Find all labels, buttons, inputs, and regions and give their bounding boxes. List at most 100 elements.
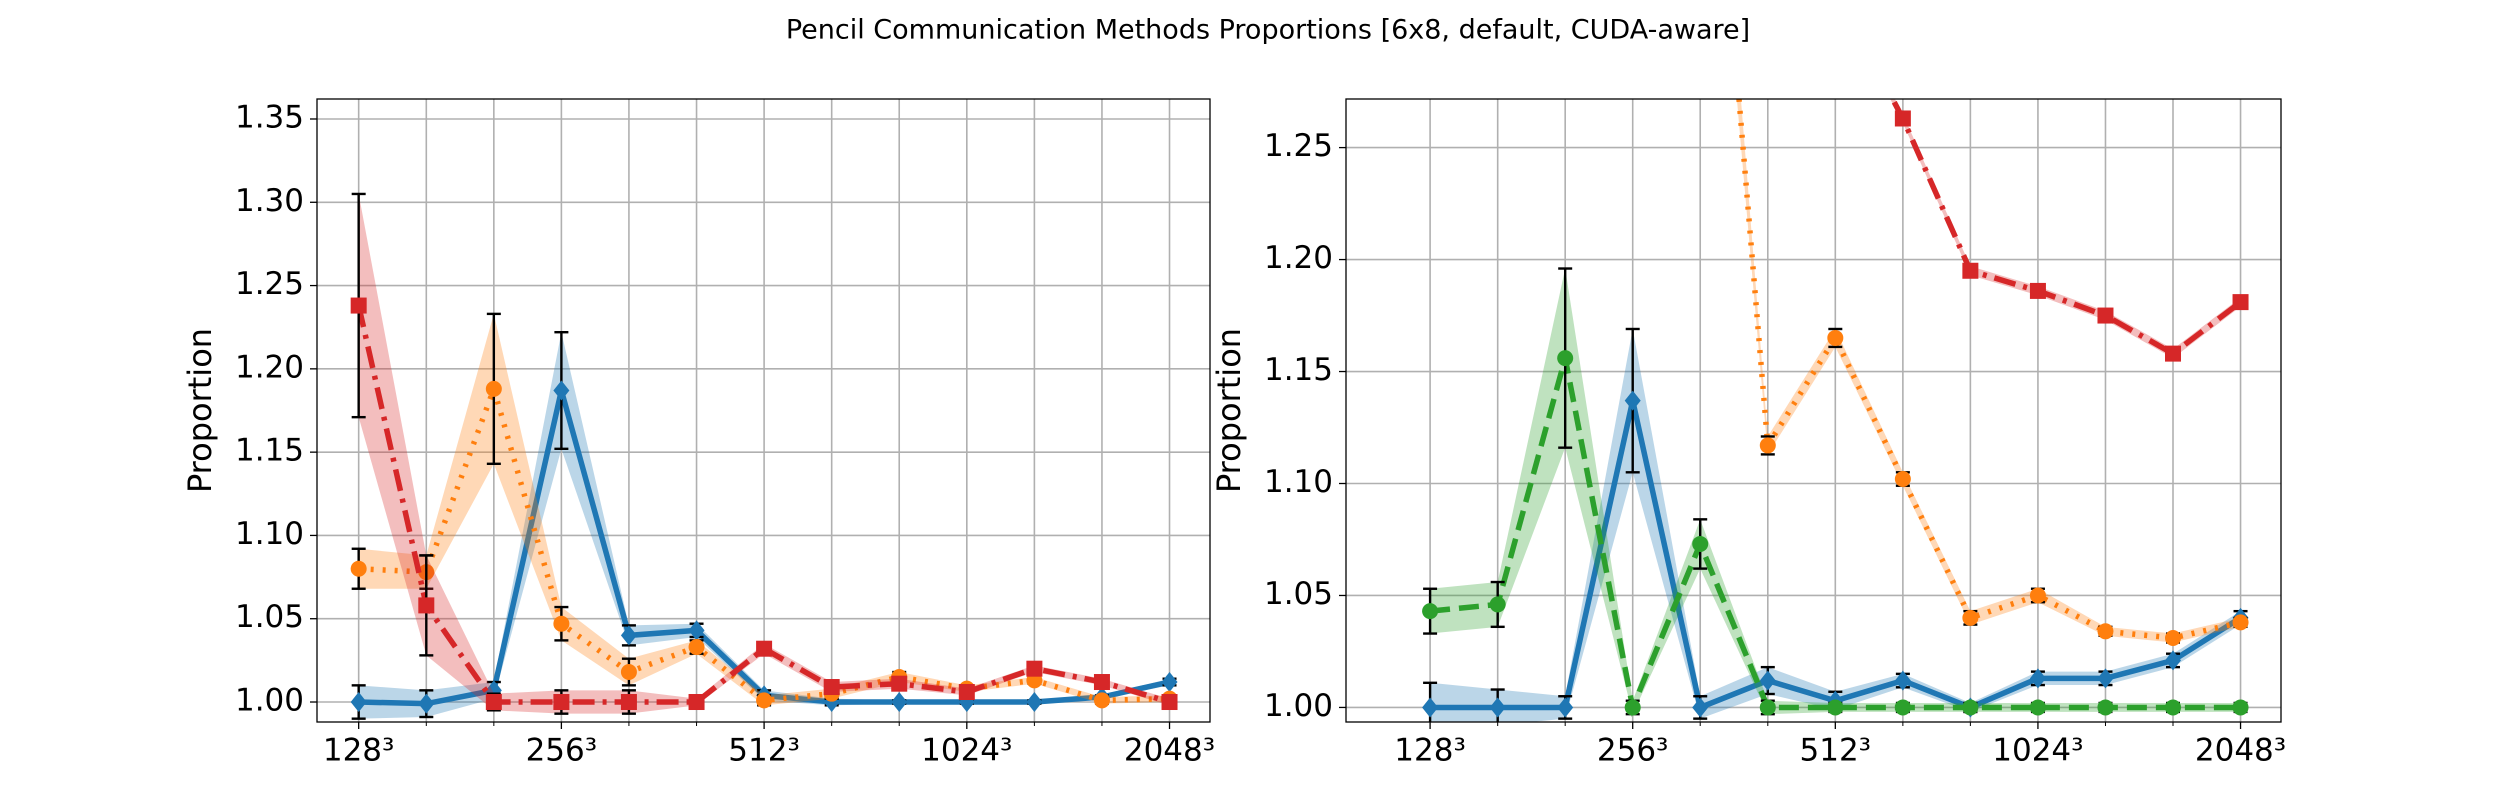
plot-area (350, 192, 1178, 720)
x-tick-label: 128³ (1394, 733, 1466, 769)
marker (620, 664, 637, 681)
marker (485, 380, 502, 397)
marker (1692, 697, 1709, 718)
marker (1624, 699, 1641, 716)
y-tick-label: 1.05 (1264, 576, 1333, 612)
marker (2097, 668, 2114, 689)
axes: 1.00 1.05 1.10 1.15 1.20 1.25 128³ 256³ 512³ 1024… (1210, 98, 2286, 769)
x-tick-label: 512³ (1800, 733, 1872, 769)
x-tick-label: 512³ (728, 733, 800, 769)
plot-area (1422, 99, 2249, 722)
marker (891, 692, 908, 713)
y-tick-label: 1.15 (1264, 352, 1333, 388)
marker (1759, 699, 1776, 716)
marker (2029, 587, 2046, 604)
marker (418, 597, 435, 614)
y-axis-label: Proportion (181, 328, 219, 493)
x-tick-label: 2048³ (1124, 733, 1215, 769)
marker (1026, 692, 1043, 713)
x-tick-label: 1024³ (921, 733, 1012, 769)
marker (2029, 668, 2046, 689)
marker (350, 297, 367, 314)
x-tick-label: 128³ (323, 733, 395, 769)
marker (1489, 596, 1506, 613)
marker (1962, 609, 1979, 626)
y-tick-label: 1.15 (235, 433, 304, 469)
marker (2232, 699, 2249, 716)
marker (823, 679, 840, 696)
marker (688, 639, 705, 656)
marker (553, 694, 570, 711)
marker (2232, 614, 2249, 631)
y-tick-label: 1.10 (1264, 464, 1333, 500)
marker (2029, 699, 2046, 716)
marker (1692, 535, 1709, 552)
marker (2232, 294, 2249, 311)
marker (620, 625, 637, 646)
marker (620, 694, 637, 711)
x-tick-label: 256³ (526, 733, 598, 769)
marker (688, 694, 705, 711)
error-band (358, 193, 1170, 714)
y-tick-label: 1.05 (235, 599, 304, 635)
x-tick-label: 2048³ (2195, 733, 2286, 769)
marker (688, 620, 705, 641)
marker (1759, 437, 1776, 454)
y-tick-label: 1.10 (235, 516, 304, 552)
marker (1827, 329, 1844, 346)
marker (350, 692, 367, 713)
marker (1422, 697, 1439, 718)
y-axis-label: Proportion (1210, 328, 1248, 493)
marker (350, 560, 367, 577)
figure-title: Pencil Communication Methods Proportions… (786, 15, 1750, 46)
y-tick-label: 1.00 (1264, 688, 1333, 724)
marker (1624, 390, 1641, 411)
marker (1894, 670, 1911, 691)
marker (1962, 262, 1979, 279)
x-tick-label: 256³ (1597, 733, 1669, 769)
marker (1093, 692, 1110, 709)
marker (2029, 282, 2046, 299)
marker (1557, 350, 1574, 367)
marker (1827, 699, 1844, 716)
y-tick-label: 1.35 (235, 99, 304, 135)
marker (2097, 307, 2114, 324)
marker (1894, 471, 1911, 488)
marker (1161, 672, 1178, 693)
marker (1489, 697, 1506, 718)
error-band (1890, 99, 2241, 359)
error-band (1430, 268, 2241, 715)
marker (756, 692, 773, 709)
marker (553, 380, 570, 401)
y-tick-label: 1.00 (235, 683, 304, 719)
marker (1894, 110, 1911, 127)
marker (1161, 694, 1178, 711)
marker (2165, 650, 2182, 671)
y-tick-label: 1.20 (1264, 240, 1333, 276)
y-tick-label: 1.25 (235, 266, 304, 302)
marker (1422, 603, 1439, 620)
axes: 1.00 1.05 1.10 1.15 1.20 1.25 1.30 1.35 128³ 256³… (181, 98, 1215, 769)
marker (1093, 674, 1110, 691)
x-tick-label: 1024³ (1992, 733, 2083, 769)
marker (2097, 699, 2114, 716)
marker (2165, 345, 2182, 362)
y-tick-label: 1.30 (235, 183, 304, 219)
marker (1759, 670, 1776, 691)
marker (553, 615, 570, 632)
marker (1026, 660, 1043, 677)
axes-frame (316, 98, 1211, 723)
marker (2165, 630, 2182, 647)
marker (1962, 699, 1979, 716)
marker (2165, 699, 2182, 716)
marker (1557, 697, 1574, 718)
axes-frame (1345, 98, 2282, 723)
marker (958, 684, 975, 701)
marker (1894, 699, 1911, 716)
marker (485, 694, 502, 711)
y-tick-label: 1.25 (1264, 128, 1333, 164)
marker (756, 640, 773, 657)
marker (2097, 623, 2114, 640)
